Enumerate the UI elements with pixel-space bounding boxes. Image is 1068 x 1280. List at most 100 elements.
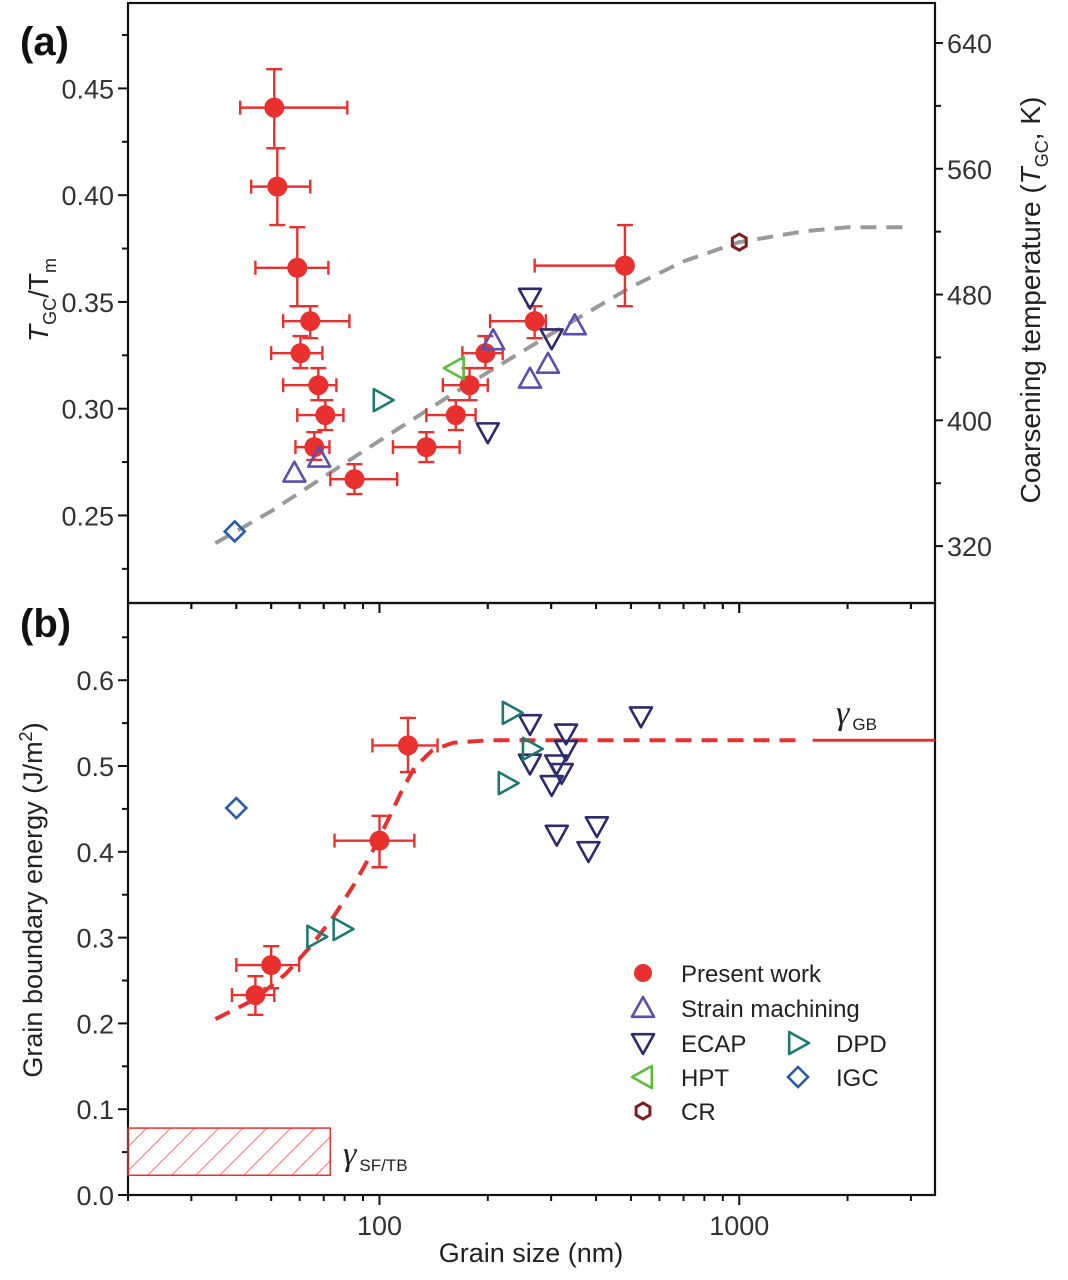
y2-tick-label: 480 [947, 281, 992, 311]
legend-item-dpd: DPD [787, 1030, 887, 1058]
data-point [501, 700, 524, 726]
series-present-work [230, 716, 439, 1017]
gamma-sf-tb-label: γ SF/TB [343, 1136, 408, 1175]
data-point [442, 355, 465, 381]
panel-a-axes: 0.25 0.30 0.35 0.40 0.45 320 400 480 560 640 [61, 29, 992, 613]
data-point [553, 739, 579, 763]
y-tick-label: 0.40 [61, 181, 114, 211]
data-point [224, 796, 249, 820]
data-point [544, 824, 570, 847]
svg-text:Grain boundary energy (J/m2): Grain boundary energy (J/m2) [16, 722, 48, 1077]
data-point [315, 405, 336, 426]
data-point [517, 287, 543, 310]
legend-label: Strain machining [681, 996, 860, 1023]
data-point [628, 706, 654, 729]
error-bar [238, 67, 349, 150]
legend-label: CR [681, 1099, 716, 1126]
data-point [521, 736, 545, 762]
legend: Present work Strain machining ECAP DPD HPT IG… [630, 961, 887, 1126]
series-cr [730, 232, 748, 252]
data-point [517, 366, 543, 389]
data-point [539, 328, 564, 351]
panel-label-b: (b) [20, 602, 71, 646]
panel-b-plot [127, 700, 935, 1177]
y2-tick-label: 320 [947, 532, 992, 562]
data-point [267, 176, 288, 197]
data-point [308, 375, 329, 396]
x-tick-label: 1000 [709, 1211, 769, 1241]
data-point [372, 387, 395, 413]
y2-tick-label: 400 [947, 406, 992, 436]
x-tick-label: 100 [357, 1211, 402, 1241]
legend-marker [630, 995, 656, 1019]
svg-text:Coarsening temperature (TGC, K: Coarsening temperature (TGC, K) [1015, 97, 1052, 504]
legend-item-cr: CR [634, 1099, 716, 1126]
legend-item-igc: IGC [786, 1065, 879, 1092]
data-point [576, 840, 601, 864]
data-point [344, 469, 365, 490]
panel-label-a: (a) [20, 20, 69, 64]
series-hpt [442, 355, 465, 381]
data-point [497, 770, 520, 796]
series-dpd [372, 387, 395, 413]
legend-marker [630, 1064, 654, 1090]
data-point [475, 422, 501, 445]
data-point [553, 723, 579, 746]
sf-tb-band [127, 1127, 332, 1177]
series-present-work [238, 67, 635, 496]
legend-label: DPD [836, 1031, 887, 1058]
series-ecap [475, 287, 564, 445]
data-point [549, 762, 575, 786]
data-point [524, 311, 545, 332]
y-tick-label: 0.4 [76, 838, 114, 868]
panel-b-axes: 100 1000 0.0 0.1 0.2 0.3 0.4 0.5 0.6 [76, 603, 912, 1241]
data-point [517, 713, 543, 737]
legend-label: ECAP [681, 1031, 746, 1058]
data-point [475, 343, 496, 364]
y-tick-label: 0.2 [76, 1009, 114, 1039]
y-tick-label: 0.6 [76, 666, 114, 696]
data-point [614, 255, 635, 276]
svg-text:TGC/Tm: TGC/Tm [23, 258, 60, 342]
data-point [306, 445, 332, 468]
legend-item-strain-machining: Strain machining [630, 995, 860, 1023]
legend-item-ecap: ECAP [630, 1031, 746, 1058]
data-point [290, 343, 311, 364]
data-point [304, 437, 325, 458]
data-point [480, 328, 506, 351]
fit-curve [214, 225, 906, 545]
data-point [562, 313, 588, 336]
data-point [535, 351, 561, 374]
legend-marker [787, 1030, 811, 1056]
legend-marker [630, 1032, 656, 1056]
fit-curve [214, 738, 803, 1021]
data-point [306, 924, 329, 950]
data-point [369, 830, 390, 851]
panel-a-frame [126, 1, 937, 605]
data-point [584, 815, 610, 839]
legend-marker [634, 964, 652, 982]
panel-b-frame [126, 601, 937, 1197]
data-point [459, 375, 480, 396]
y-tick-label: 0.3 [76, 924, 114, 954]
data-point [300, 311, 321, 332]
x-axis-title: Grain size (nm) [439, 1238, 624, 1268]
y2-axis-title-a: Coarsening temperature (TGC, K) [1015, 97, 1052, 504]
y-tick-label: 0.25 [61, 501, 114, 531]
series-igc [224, 796, 249, 820]
y-tick-label: 0.0 [76, 1181, 114, 1211]
y2-tick-label: 640 [947, 29, 992, 59]
data-point [397, 735, 418, 756]
data-point [287, 257, 308, 278]
legend-label: Present work [681, 961, 822, 988]
data-point [264, 97, 285, 118]
data-point [445, 405, 466, 426]
data-point [416, 437, 437, 458]
series-igc [222, 519, 247, 544]
data-point [332, 916, 355, 942]
y-tick-label: 0.45 [61, 74, 114, 104]
y-tick-label: 0.1 [76, 1095, 114, 1125]
series-strain-machining [282, 313, 588, 483]
series-ecap [517, 706, 654, 864]
y2-tick-label: 560 [947, 155, 992, 185]
